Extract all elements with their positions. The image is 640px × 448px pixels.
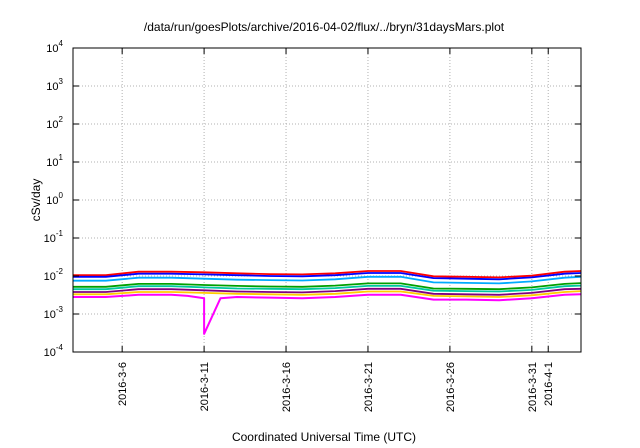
series-layer	[73, 270, 582, 335]
x-tick-label: 2016-4-1	[543, 362, 555, 406]
y-tick-label: 10-1	[44, 229, 64, 245]
x-tick-label: 2016-3-21	[363, 362, 375, 412]
series-line	[73, 290, 582, 298]
y-tick-label: 10-4	[44, 343, 64, 359]
series-line	[73, 272, 582, 281]
series-line	[73, 275, 582, 285]
series-line	[73, 284, 582, 293]
y-tick-label: 101	[46, 153, 63, 169]
x-tick-label: 2016-3-31	[527, 362, 539, 412]
y-axis: 10-4 10-3 10-2 10-1 100 101 102 103 104	[44, 39, 581, 359]
x-axis: 2016-3-6 2016-3-11 2016-3-16 2016-3-21 2016-…	[117, 48, 555, 412]
chart-title: /data/run/goesPlots/archive/2016-04-02/f…	[144, 20, 505, 34]
series-line	[73, 287, 582, 296]
x-tick-label: 2016-3-16	[281, 362, 293, 412]
grid	[73, 47, 581, 353]
x-tick-label: 2016-3-26	[445, 362, 457, 412]
y-tick-label: 10-2	[44, 267, 64, 283]
series-line	[73, 270, 582, 279]
y-tick-label: 103	[46, 77, 63, 93]
y-tick-label: 102	[46, 115, 63, 131]
x-axis-label: Coordinated Universal Time (UTC)	[232, 430, 416, 444]
x-tick-label: 2016-3-6	[117, 362, 129, 406]
x-tick-label: 2016-3-11	[199, 362, 211, 411]
series-line	[73, 293, 582, 335]
y-axis-label: cSv/day	[29, 179, 43, 222]
y-tick-label: 104	[46, 39, 63, 55]
plot-frame	[72, 47, 582, 353]
series-line	[73, 282, 582, 291]
y-tick-label: 10-3	[44, 305, 64, 321]
y-tick-label: 100	[46, 191, 63, 207]
